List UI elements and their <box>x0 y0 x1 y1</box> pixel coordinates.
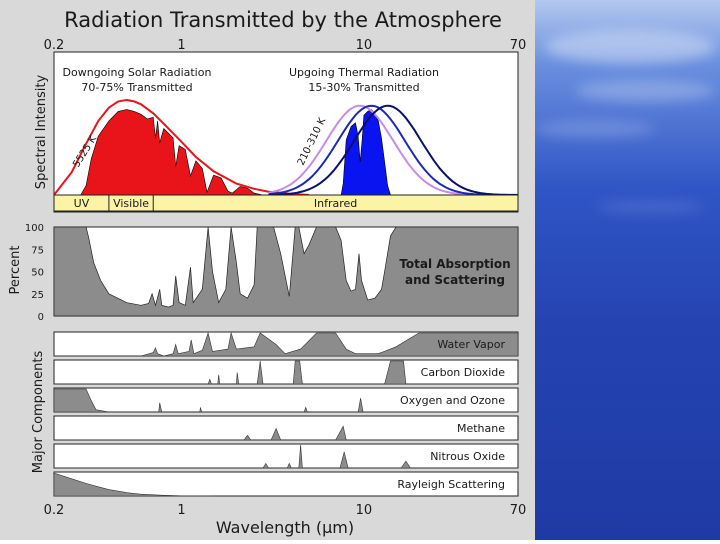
component-rows: Water Vapor Carbon Dioxide Oxygen and Ozon… <box>53 331 519 497</box>
component-area <box>53 472 214 497</box>
x-axis-label: Wavelength (μm) <box>216 518 354 537</box>
component-row-box <box>53 359 519 385</box>
band-uv-label: UV <box>74 197 90 210</box>
thermal-curve-warm <box>268 104 518 196</box>
bottom-x-tick-labels: 0.2 1 10 70 <box>44 503 527 518</box>
percent-tick-label: 50 <box>31 268 44 279</box>
background-sky-panel <box>535 0 720 540</box>
percent-tick-label: 100 <box>25 223 44 234</box>
component-label: Oxygen and Ozone <box>400 394 505 407</box>
absorption-area <box>53 226 519 317</box>
chart-figure: Radiation Transmitted by the Atmosphere … <box>0 0 535 540</box>
thermal-curve-mid <box>268 104 518 196</box>
absorption-label-line1: Total Absorption <box>399 257 510 271</box>
component-label: Nitrous Oxide <box>430 450 505 463</box>
percent-tick-label: 75 <box>31 245 44 256</box>
band-bar-background <box>53 194 519 212</box>
component-area <box>54 444 518 469</box>
chart-svg: Radiation Transmitted by the Atmosphere … <box>8 8 527 537</box>
top-tick-label: 0.2 <box>44 38 65 53</box>
component-label: Water Vapor <box>437 338 505 351</box>
component-area <box>54 331 519 357</box>
percent-tick-labels: 100 75 50 25 0 <box>25 223 44 323</box>
component-area <box>53 388 518 413</box>
absorption-label-line2: and Scattering <box>405 273 505 287</box>
component-label: Methane <box>457 422 505 435</box>
band-infrared-label: Infrared <box>314 197 357 210</box>
top-x-tick-labels: 0.2 1 10 70 <box>44 38 527 53</box>
bottom-tick-label: 10 <box>356 503 373 518</box>
spectral-ylabel: Spectral Intensity <box>34 75 49 190</box>
thermal-transmitted-area <box>340 109 391 196</box>
top-tick-label: 10 <box>356 38 373 53</box>
component-label: Carbon Dioxide <box>421 366 506 379</box>
component-row-box <box>53 415 519 441</box>
solar-label-line1: Downgoing Solar Radiation <box>63 66 212 79</box>
component-area <box>54 425 518 441</box>
band-visible-label: Visible <box>113 197 149 210</box>
top-tick-label: 70 <box>510 38 527 53</box>
bottom-tick-label: 70 <box>510 503 527 518</box>
component-row-box <box>53 471 519 497</box>
components-ylabel: Major Components <box>31 351 46 474</box>
chart-title: Radiation Transmitted by the Atmosphere <box>64 8 502 32</box>
thermal-label-line1: Upgoing Thermal Radiation <box>289 66 439 79</box>
top-tick-label: 1 <box>177 38 185 53</box>
thermal-label-line2: 15-30% Transmitted <box>308 81 419 94</box>
percent-tick-label: 0 <box>38 312 44 323</box>
wavelength-band-bar: UV Visible Infrared <box>53 194 519 212</box>
bottom-tick-label: 1 <box>177 503 185 518</box>
percent-tick-label: 25 <box>31 290 44 301</box>
solar-label-line2: 70-75% Transmitted <box>81 81 192 94</box>
component-area <box>54 360 518 385</box>
bottom-tick-label: 0.2 <box>44 503 65 518</box>
solar-transmitted-area <box>80 109 264 196</box>
solar-blackbody-curve <box>54 98 310 196</box>
component-label: Rayleigh Scattering <box>397 478 505 491</box>
percent-ylabel: Percent <box>8 246 23 295</box>
